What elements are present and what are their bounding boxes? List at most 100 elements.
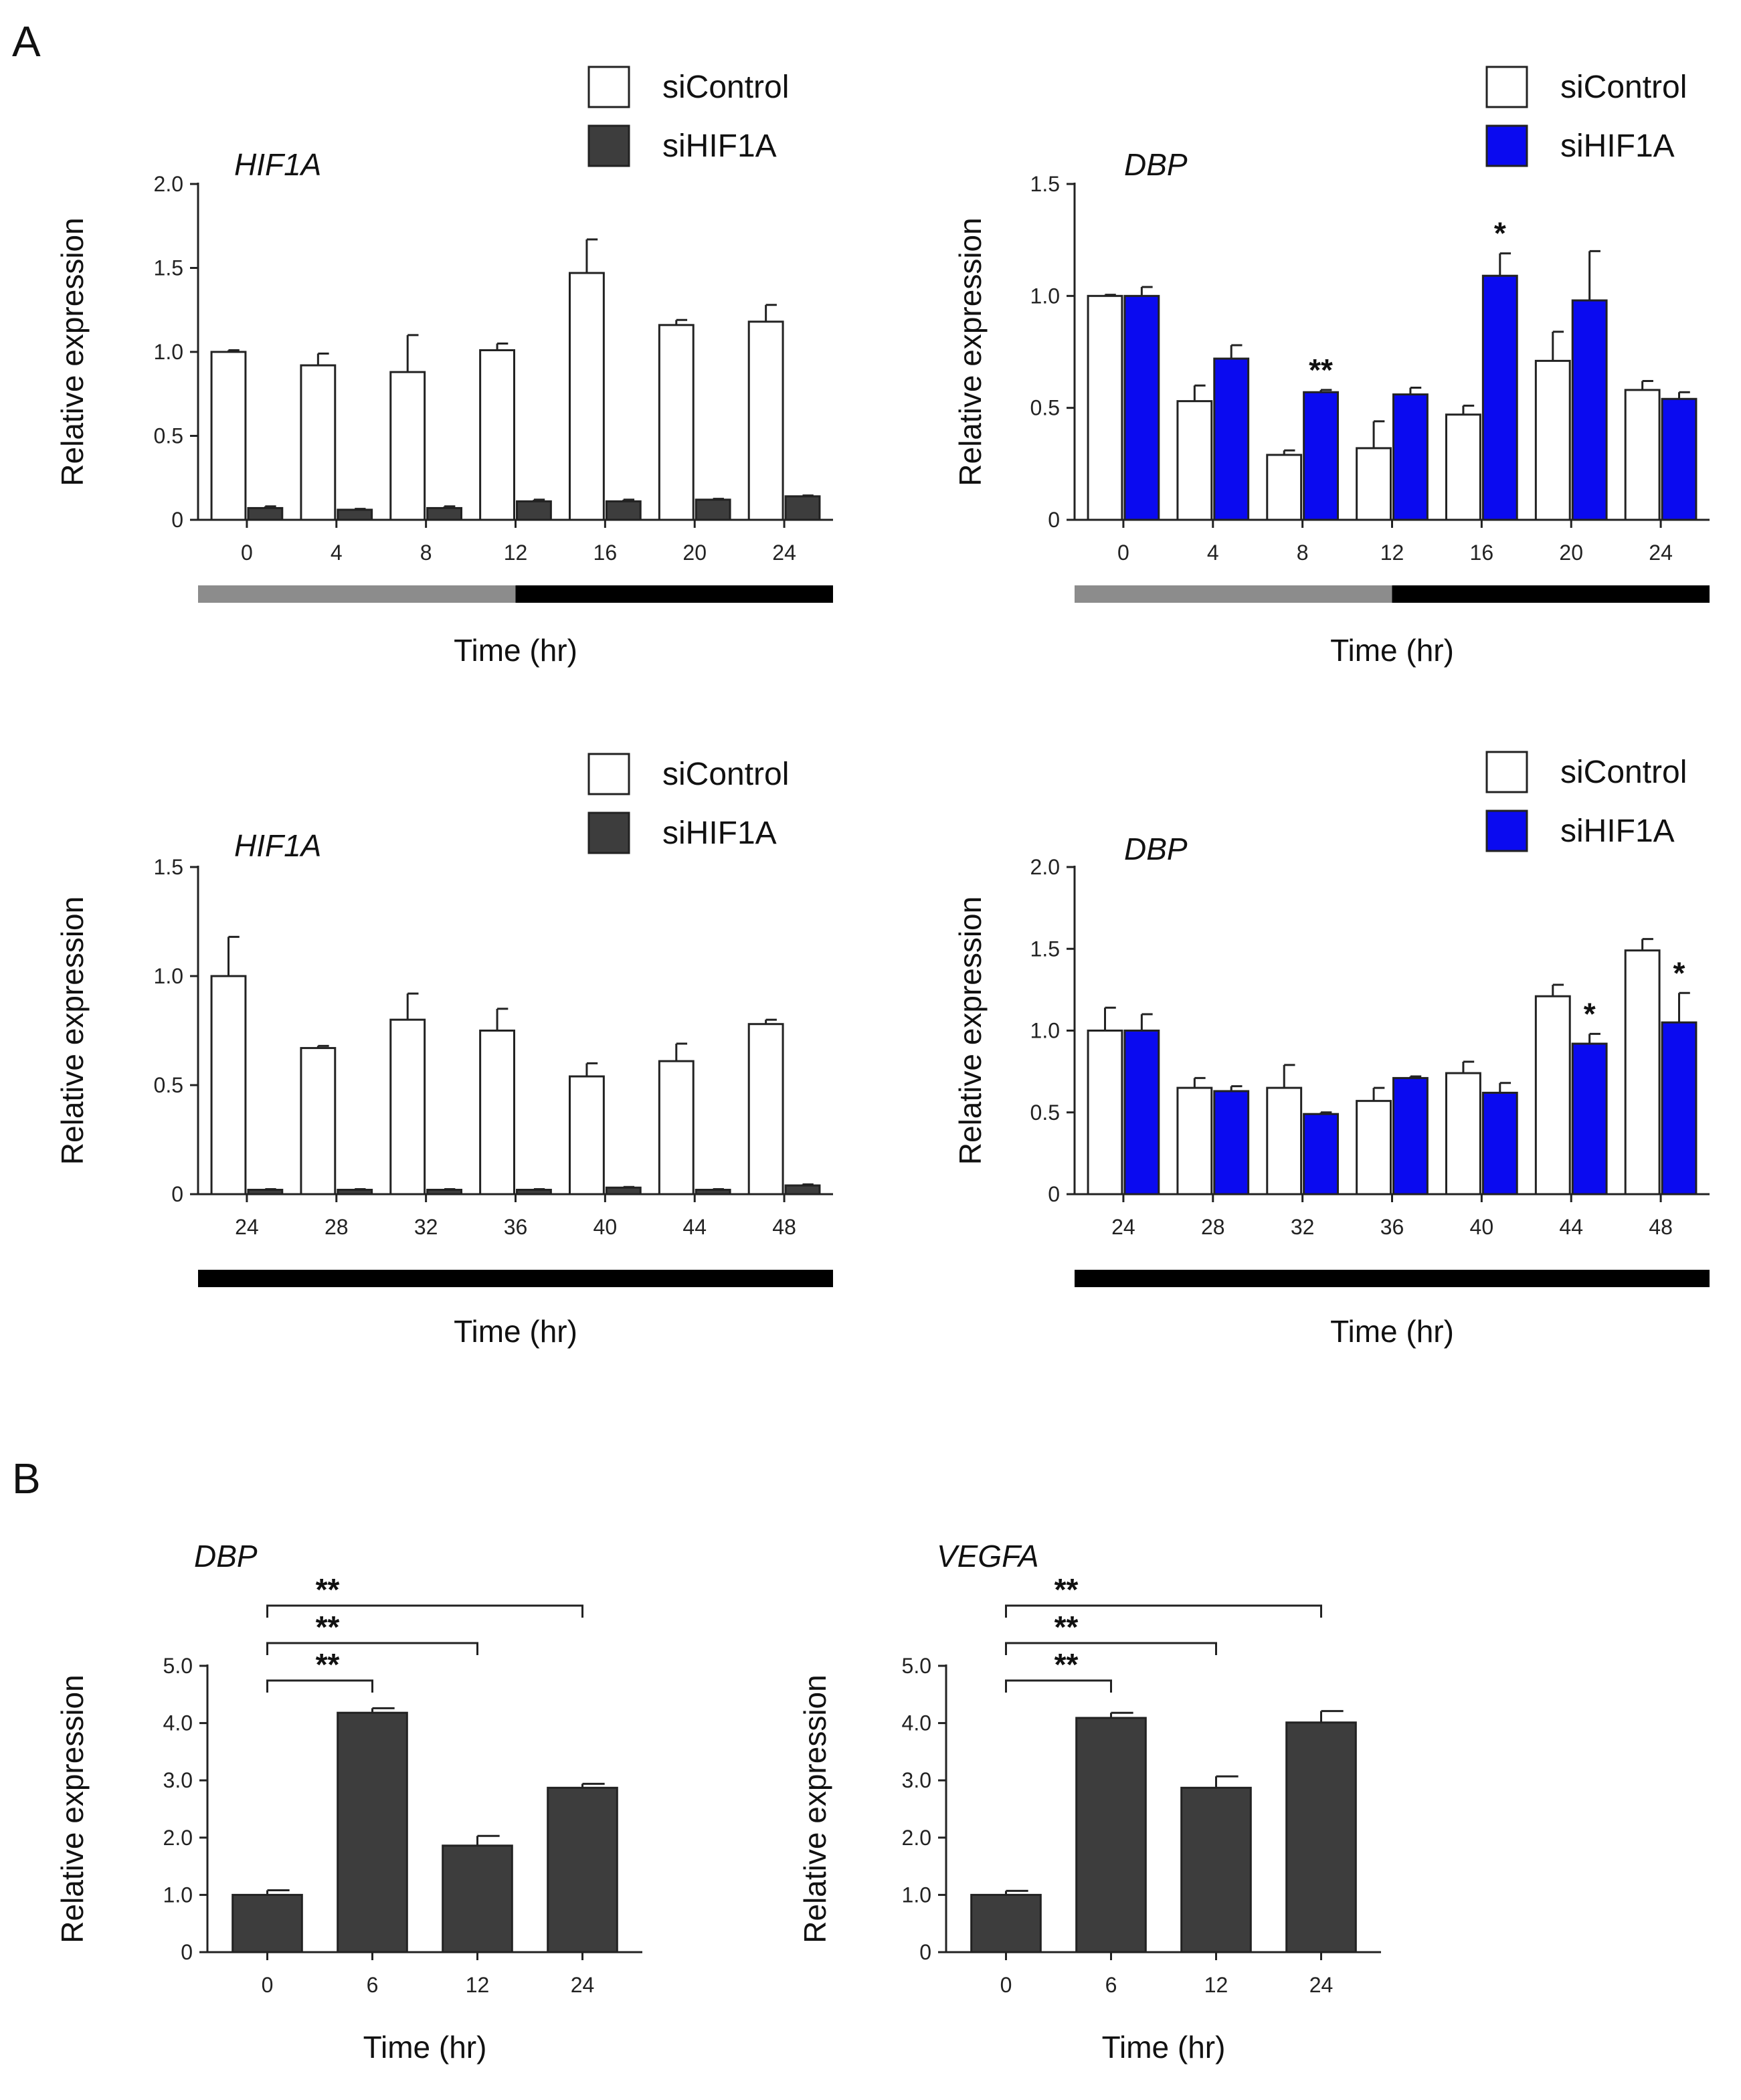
x-tick-label: 16	[1470, 541, 1494, 565]
legend-label: siHIF1A	[1560, 128, 1675, 164]
x-axis-label: Time (hr)	[1330, 633, 1454, 668]
legend-swatch	[587, 66, 630, 108]
chart-title: DBP	[1124, 832, 1188, 866]
light-dark-bar	[198, 1270, 833, 1287]
legend-swatch	[587, 753, 630, 795]
bar	[247, 506, 284, 521]
bar	[695, 498, 731, 521]
x-tick-label: 44	[682, 1215, 707, 1239]
bar	[516, 500, 552, 521]
legend-label: siControl	[662, 757, 789, 792]
significance-bracket	[266, 1679, 373, 1693]
bar	[658, 1060, 695, 1196]
bar	[1303, 391, 1340, 521]
y-tick-label: 0	[1048, 508, 1060, 532]
bar	[605, 1186, 642, 1196]
y-tick-label: 0	[919, 1940, 931, 1964]
y-tick-label: 1.0	[163, 1883, 193, 1907]
y-tick-label: 5.0	[163, 1654, 193, 1678]
x-tick-label: 24	[235, 1215, 259, 1239]
chart-4: DBP 0 0.5 1.0 1.5 2.0 Relative expression 24 28 3…	[953, 751, 1710, 1349]
y-tick-label: 3.0	[163, 1768, 193, 1792]
y-tick-label: 2.0	[1030, 855, 1060, 879]
y-axis-label: Relative expression	[953, 896, 988, 1165]
bar	[1624, 949, 1661, 1196]
significance-bracket	[266, 1642, 478, 1655]
bar	[970, 1893, 1042, 1953]
x-axis-label: Time (hr)	[1330, 1314, 1454, 1349]
significance-star: **	[1309, 353, 1333, 387]
bar	[1213, 357, 1250, 521]
bar	[1266, 454, 1303, 521]
y-axis-label: Relative expression	[55, 896, 90, 1165]
legend-label: siHIF1A	[662, 816, 777, 851]
y-tick-label: 2.0	[154, 172, 183, 196]
x-tick-label: 16	[593, 541, 618, 565]
y-tick-label: 0	[181, 1940, 193, 1964]
bar	[1180, 1786, 1252, 1953]
y-tick-label: 2.0	[902, 1826, 931, 1850]
chart-5: DBP 0 1.0 2.0 3.0 4.0 5.0 Relative expression 0 6…	[55, 1539, 642, 2065]
bar	[1392, 1076, 1429, 1196]
bar	[1087, 1030, 1123, 1196]
y-tick-label: 0.5	[1030, 396, 1060, 420]
panel-label-a: A	[12, 17, 41, 66]
bar	[300, 364, 337, 521]
bar	[1661, 397, 1698, 521]
bar	[210, 351, 247, 521]
y-tick-label: 0	[171, 508, 183, 532]
significance-star: *	[1494, 216, 1506, 251]
x-tick-label: 0	[241, 541, 253, 565]
legend-label: siHIF1A	[1560, 814, 1675, 849]
bar	[1356, 1100, 1392, 1196]
y-tick-label: 0.5	[1030, 1101, 1060, 1125]
x-axis-label: Time (hr)	[363, 2030, 487, 2065]
bar	[1303, 1113, 1340, 1196]
x-tick-label: 48	[1649, 1215, 1673, 1239]
chart-1: HIF1A 0 0.5 1.0 1.5 2.0 Relative expression 0 4 8…	[55, 66, 833, 668]
y-axis-label: Relative expression	[55, 1675, 90, 1943]
chart-title: HIF1A	[234, 828, 321, 863]
x-tick-label: 0	[1000, 1973, 1012, 1997]
y-tick-label: 1.5	[1030, 937, 1060, 961]
x-tick-label: 24	[772, 541, 796, 565]
significance-star: **	[316, 1572, 340, 1607]
bar	[442, 1844, 513, 1953]
x-tick-label: 4	[1207, 541, 1219, 565]
x-tick-label: 24	[1111, 1215, 1135, 1239]
bar	[568, 272, 605, 521]
light-dark-bar	[1075, 1270, 1710, 1287]
chart-3: HIF1A 0 0.5 1.0 1.5 Relative expression 24 28 32…	[55, 753, 833, 1349]
chart-2: DBP 0 0.5 1.0 1.5 Relative expression 0 4 8 12 16 2…	[953, 66, 1710, 668]
legend-swatch	[1485, 124, 1528, 167]
y-axis-label: Relative expression	[953, 217, 988, 486]
bar	[1534, 995, 1571, 1196]
significance-star: **	[316, 1647, 340, 1682]
bar	[337, 1711, 408, 1953]
bar	[1481, 274, 1518, 521]
x-tick-label: 24	[571, 1973, 595, 1997]
x-tick-label: 20	[1559, 541, 1583, 565]
x-tick-label: 28	[1201, 1215, 1225, 1239]
bar	[1534, 359, 1571, 521]
bar	[479, 349, 515, 521]
bar	[605, 500, 642, 521]
x-tick-label: 36	[1380, 1215, 1404, 1239]
x-tick-label: 8	[420, 541, 432, 565]
bar	[1123, 294, 1160, 521]
bar	[1445, 413, 1481, 521]
bar	[1266, 1086, 1303, 1196]
y-tick-label: 1.5	[154, 855, 183, 879]
significance-bracket	[1005, 1604, 1322, 1618]
y-tick-label: 0	[171, 1182, 183, 1206]
x-tick-label: 12	[504, 541, 528, 565]
x-tick-label: 12	[1380, 541, 1404, 565]
chart-title: DBP	[194, 1539, 258, 1573]
significance-star: **	[1055, 1572, 1079, 1607]
x-axis-label: Time (hr)	[454, 1314, 577, 1349]
significance-star: **	[1055, 1647, 1079, 1682]
bar	[1213, 1090, 1250, 1196]
bar	[1571, 1042, 1608, 1196]
significance-bracket	[1005, 1679, 1112, 1693]
